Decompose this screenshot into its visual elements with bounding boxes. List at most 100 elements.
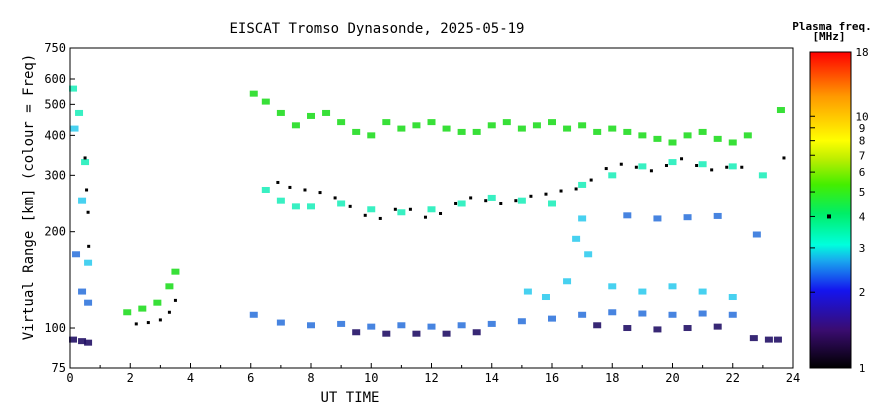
echo-mark bbox=[668, 159, 677, 166]
colorbar-tick-label: 10 bbox=[855, 110, 868, 123]
echo-mark bbox=[749, 335, 758, 342]
echo-mark bbox=[291, 203, 300, 210]
x-tick-label: 8 bbox=[307, 371, 314, 385]
colorbar-tick-label: 8 bbox=[859, 135, 866, 148]
echo-mark bbox=[412, 122, 421, 129]
echo-mark bbox=[69, 336, 78, 343]
echo-mark bbox=[472, 128, 481, 135]
echo-mark bbox=[442, 330, 451, 337]
x-axis-label: UT TIME bbox=[320, 390, 379, 406]
trace-marker bbox=[710, 168, 714, 172]
trace-marker bbox=[348, 204, 352, 208]
y-tick-label: 200 bbox=[44, 225, 66, 239]
colorbar-tick-label: 6 bbox=[859, 166, 866, 179]
echo-mark bbox=[427, 206, 436, 213]
trace-marker bbox=[288, 185, 292, 189]
x-tick-label: 12 bbox=[424, 371, 438, 385]
echo-mark bbox=[337, 200, 346, 207]
trace-marker bbox=[514, 199, 518, 203]
trace-marker bbox=[393, 207, 397, 211]
echo-mark bbox=[138, 305, 147, 312]
echo-mark bbox=[638, 163, 647, 170]
echo-mark bbox=[713, 135, 722, 142]
echo-mark bbox=[307, 112, 315, 119]
echo-mark bbox=[397, 125, 406, 132]
echo-mark bbox=[517, 318, 526, 325]
trace-marker bbox=[574, 187, 578, 191]
echo-mark bbox=[728, 294, 737, 301]
trace-marker bbox=[544, 192, 548, 196]
trace-marker bbox=[363, 213, 367, 217]
echo-mark bbox=[84, 339, 93, 346]
y-tick-label: 300 bbox=[44, 168, 66, 182]
echo-mark bbox=[249, 90, 258, 97]
colorbar-title: Plasma freq. bbox=[792, 20, 871, 33]
echo-mark bbox=[698, 288, 707, 295]
echo-mark bbox=[764, 336, 773, 343]
echo-mark bbox=[276, 319, 285, 326]
echo-mark bbox=[367, 323, 376, 330]
echo-mark bbox=[698, 128, 707, 135]
x-tick-label: 0 bbox=[66, 371, 73, 385]
trace-marker bbox=[619, 162, 623, 166]
echo-mark bbox=[523, 288, 532, 295]
echo-mark bbox=[397, 209, 406, 216]
colorbar-tick-label: 7 bbox=[859, 149, 866, 162]
echo-mark bbox=[78, 288, 87, 295]
echo-mark bbox=[638, 132, 647, 139]
echo-mark bbox=[623, 212, 632, 219]
echo-mark bbox=[81, 159, 90, 166]
echo-mark bbox=[563, 125, 572, 132]
echo-mark bbox=[367, 206, 376, 213]
colorbar-tick-label: 1 bbox=[859, 362, 866, 375]
trace-marker bbox=[158, 318, 162, 322]
echo-mark bbox=[352, 329, 361, 336]
echo-mark bbox=[623, 325, 632, 332]
trace-marker bbox=[484, 199, 488, 203]
echo-mark bbox=[427, 119, 436, 126]
trace-marker bbox=[469, 196, 473, 200]
echo-mark bbox=[75, 109, 84, 116]
y-axis: 75 100 200 300 400 500 600 750 bbox=[44, 41, 75, 375]
x-tick-label: 4 bbox=[187, 371, 194, 385]
trace-marker bbox=[740, 165, 744, 169]
echo-mark bbox=[427, 323, 436, 330]
echo-mark bbox=[608, 172, 617, 179]
trace-marker bbox=[167, 310, 171, 314]
echo-mark bbox=[502, 119, 511, 126]
echo-mark bbox=[608, 125, 617, 132]
echo-mark bbox=[752, 231, 761, 238]
x-tick-label: 22 bbox=[726, 371, 740, 385]
echo-mark bbox=[249, 311, 258, 318]
echo-mark bbox=[578, 122, 587, 129]
echo-mark bbox=[593, 322, 602, 329]
echo-mark bbox=[337, 320, 346, 327]
trace-marker bbox=[333, 196, 337, 200]
trace-marker bbox=[529, 194, 533, 198]
echo-mark bbox=[487, 122, 496, 129]
trace-marker bbox=[173, 298, 177, 302]
echo-mark bbox=[578, 181, 587, 188]
echo-mark bbox=[78, 338, 87, 345]
trace-marker bbox=[439, 211, 443, 215]
echo-mark bbox=[337, 119, 346, 126]
echo-mark bbox=[307, 322, 315, 329]
echo-mark bbox=[261, 98, 270, 105]
x-tick-label: 10 bbox=[364, 371, 378, 385]
echo-mark bbox=[541, 294, 550, 301]
echo-mark bbox=[171, 268, 180, 275]
echo-mark bbox=[472, 329, 481, 336]
echo-mark bbox=[72, 251, 81, 258]
echo-mark bbox=[382, 330, 391, 337]
trace-marker bbox=[589, 178, 593, 182]
trace-marker bbox=[87, 244, 91, 248]
echo-mark bbox=[638, 288, 647, 295]
trace-marker bbox=[559, 189, 563, 193]
echo-mark bbox=[713, 212, 722, 219]
echo-mark bbox=[773, 336, 782, 343]
echo-mark bbox=[728, 139, 737, 146]
echo-mark bbox=[487, 320, 496, 327]
echo-mark bbox=[548, 315, 556, 322]
x-tick-label: 16 bbox=[545, 371, 559, 385]
